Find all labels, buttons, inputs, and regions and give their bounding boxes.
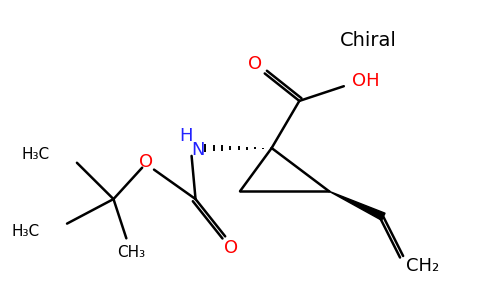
Text: OH: OH — [352, 72, 379, 90]
Text: O: O — [139, 153, 153, 171]
Text: H₃C: H₃C — [11, 224, 39, 239]
Text: CH₂: CH₂ — [406, 257, 439, 275]
Polygon shape — [329, 191, 385, 220]
Text: CH₃: CH₃ — [117, 244, 145, 260]
Text: O: O — [224, 239, 238, 257]
Text: N: N — [191, 141, 204, 159]
Text: Chiral: Chiral — [340, 31, 397, 50]
Text: O: O — [248, 55, 262, 73]
Text: H: H — [179, 127, 193, 145]
Text: H₃C: H₃C — [21, 147, 49, 162]
